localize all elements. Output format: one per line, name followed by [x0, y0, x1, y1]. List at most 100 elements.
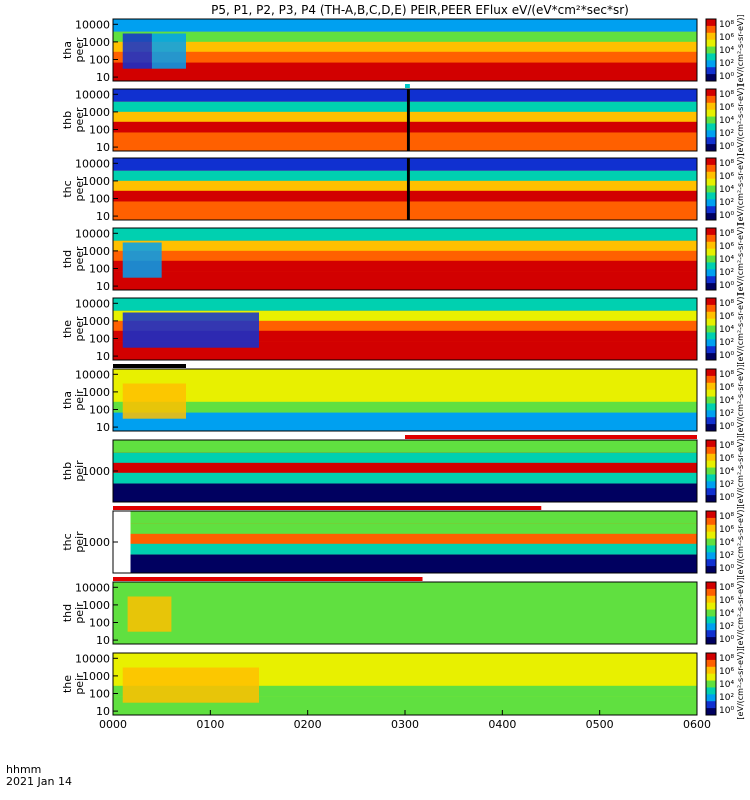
colorbar-segment [706, 403, 716, 411]
panel-frame [112, 157, 698, 221]
colorbar-unit-label: [eV/(cm²-s-sr-eV)] [736, 153, 745, 224]
panel-frame [112, 88, 698, 152]
panel-label: thb peir [61, 460, 86, 482]
mode-bar [405, 435, 697, 439]
data-gap [406, 89, 410, 151]
energy-band [113, 310, 697, 321]
colorbar-segment [706, 25, 716, 34]
colorbar-tick-label: 10² [719, 268, 734, 278]
colorbar-tick-label: 10² [719, 338, 734, 348]
mode-bar [113, 577, 423, 581]
panel-frame [112, 227, 698, 291]
flux-event [122, 312, 259, 348]
panel-the-peer: 10000 1000 100 10 the peer 10⁸ 10⁶ 10⁴ 10² 10⁰ [eV/… [61, 293, 745, 364]
energy-band [113, 381, 697, 392]
colorbar-segment [706, 39, 716, 48]
colorbar-segment [706, 545, 716, 553]
colorbar-segment [706, 566, 716, 574]
colorbar-tick-label: 10⁸ [719, 159, 734, 169]
y-tick-label: 1000 [82, 175, 110, 188]
energy-band [113, 554, 697, 573]
colorbar: 10⁸ 10⁶ 10⁴ 10² 10⁰ [eV/(cm²-s-sr-eV)] [705, 14, 745, 86]
panel-label: thd peir [61, 602, 86, 624]
x-tick-label: 0500 [586, 718, 614, 731]
colorbar-segment [706, 602, 716, 611]
panel-label-quantity: peir [73, 673, 86, 695]
colorbar-tick-label: 10⁴ [719, 680, 734, 690]
flux-event [122, 383, 186, 419]
colorbar-tick-label: 10² [719, 409, 734, 419]
colorbar: 10⁸ 10⁶ 10⁴ 10² 10⁰ [eV/(cm²-s-sr-eV)] [705, 293, 745, 365]
colorbar: 10⁸ 10⁶ 10⁴ 10² 10⁰ [eV/(cm²-s-sr-eV)] [705, 153, 745, 225]
colorbar-unit-label: [eV/(cm²-s-sr-eV)] [736, 506, 745, 577]
mode-bar [405, 84, 410, 88]
y-tick-label: 10 [96, 421, 110, 434]
energy-band [113, 51, 697, 63]
colorbar-segment [706, 517, 716, 526]
energy-band [113, 625, 697, 644]
panel-frame [112, 297, 698, 361]
colorbar-segment [706, 630, 716, 638]
colorbar-segment [706, 60, 716, 68]
colorbar-segment [706, 130, 716, 138]
colorbar-segment [706, 708, 716, 716]
panel-label: thc peir [61, 531, 86, 553]
energy-band [113, 121, 697, 133]
colorbar-segment [706, 446, 716, 455]
colorbar: 10⁸ 10⁶ 10⁴ 10² 10⁰ [eV/(cm²-s-sr-eV)] [705, 506, 745, 578]
colorbar-segment [706, 109, 716, 118]
colorbar-tick-label: 10⁰ [719, 281, 734, 291]
panel-label: thd peer [61, 246, 86, 272]
energy-band [113, 675, 697, 686]
x-tick-label: 0400 [488, 718, 516, 731]
colorbar-segment [706, 538, 716, 546]
energy-band [113, 369, 697, 382]
colorbar-frame [705, 652, 717, 716]
colorbar-unit-label: [eV/(cm²-s-sr-eV)] [736, 14, 745, 85]
energy-band [113, 523, 697, 534]
energy-band [113, 180, 697, 191]
energy-band [113, 298, 697, 311]
colorbar-segment [706, 353, 716, 361]
colorbar-frame [705, 157, 717, 221]
colorbar-tick-label: 10⁴ [719, 467, 734, 477]
colorbar-unit-text: [eV/(cm²-s-sr-eV)] [736, 14, 745, 85]
colorbar-tick-label: 10⁸ [719, 229, 734, 239]
colorbar-segment [706, 199, 716, 207]
colorbar: 10⁸ 10⁶ 10⁴ 10² 10⁰ [eV/(cm²-s-sr-eV)] [705, 364, 745, 436]
energy-band [113, 101, 697, 112]
y-tick-label: 100 [89, 332, 110, 345]
energy-band [113, 250, 697, 261]
colorbar-segment [706, 283, 716, 291]
panel-label-probe: thb [61, 111, 74, 129]
energy-band [113, 62, 697, 81]
panel-the-peir: 10000 1000 100 10 the peir 10⁸ 10⁶ 10⁴ 10² 10⁰ [eV/… [61, 648, 745, 719]
panel-tha-peir: 10000 1000 100 10 tha peir 10⁸ 10⁶ 10⁴ 10² 10⁰ [eV/… [61, 364, 745, 436]
energy-band [113, 111, 697, 122]
mode-bar [113, 506, 542, 510]
colorbar-unit-text: [eV/(cm²-s-sr-eV)] [736, 506, 745, 577]
panel-thb-peer: 10000 1000 100 10 thb peer 10⁸ 10⁶ 10⁴ 10² 10⁰ [eV/… [61, 84, 745, 156]
colorbar-tick-label: 10² [719, 129, 734, 139]
y-tick-label: 1000 [82, 386, 110, 399]
y-tick-label: 1000 [82, 245, 110, 258]
panel-label-quantity: peer [73, 246, 86, 272]
colorbar-segment [706, 623, 716, 631]
colorbar-segment [706, 559, 716, 567]
energy-band [113, 228, 697, 241]
energy-band [113, 240, 697, 251]
flux-event [122, 33, 152, 69]
colorbar-segment [706, 396, 716, 404]
colorbar-tick-label: 10⁸ [719, 299, 734, 309]
panel-label-probe: thb [61, 462, 74, 480]
colorbar-unit-label: [eV/(cm²-s-sr-eV)] [736, 223, 745, 294]
colorbar-segment [706, 262, 716, 270]
colorbar-segment [706, 269, 716, 277]
y-tick-label: 10000 [75, 297, 110, 310]
panel-frame [112, 18, 698, 82]
colorbar-frame [705, 18, 717, 82]
colorbar-segment [706, 680, 716, 688]
colorbar-frame [705, 297, 717, 361]
